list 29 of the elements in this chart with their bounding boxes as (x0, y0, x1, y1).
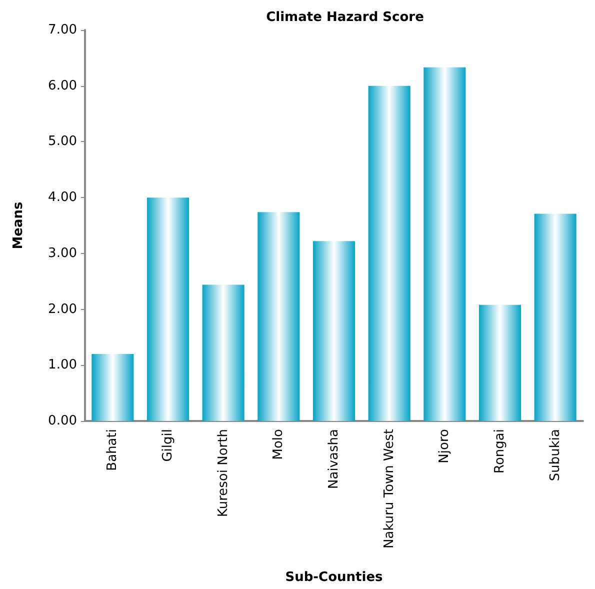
y-tick-label: 4.00 (48, 190, 77, 206)
bar (92, 354, 134, 421)
y-axis-title: Means (11, 201, 26, 250)
y-tick-label: 1.00 (48, 358, 77, 373)
x-axis-title: Sub-Counties (285, 570, 384, 585)
y-tick-label: 7.00 (48, 22, 77, 38)
bar (534, 214, 576, 421)
x-tick-label: Kuresoi North (216, 429, 231, 518)
bar (258, 212, 300, 421)
chart-title: Climate Hazard Score (266, 10, 424, 25)
bar (202, 284, 244, 421)
bar (312, 241, 356, 421)
y-tick-label: 5.00 (48, 134, 77, 150)
x-tick-label: Subukia (548, 429, 563, 482)
y-tick-label: 0.00 (48, 414, 77, 428)
y-tick-label: 2.00 (48, 302, 77, 317)
x-tick-label: Nakuru Town West (382, 429, 397, 548)
x-tick-label: Naivasha (326, 429, 342, 489)
y-tick-label: 3.00 (48, 246, 77, 261)
x-tick-label: Gilgil (160, 429, 176, 462)
bar (146, 198, 190, 421)
x-tick-label: Bahati (105, 429, 120, 471)
x-tick-label: Molo (271, 428, 286, 460)
x-tick-label: Njoro (437, 428, 452, 464)
y-tick-label: 6.00 (48, 78, 77, 94)
x-tick-label: Rongai (492, 429, 508, 474)
bar (368, 86, 410, 421)
bar (424, 67, 466, 421)
bar (478, 304, 522, 421)
